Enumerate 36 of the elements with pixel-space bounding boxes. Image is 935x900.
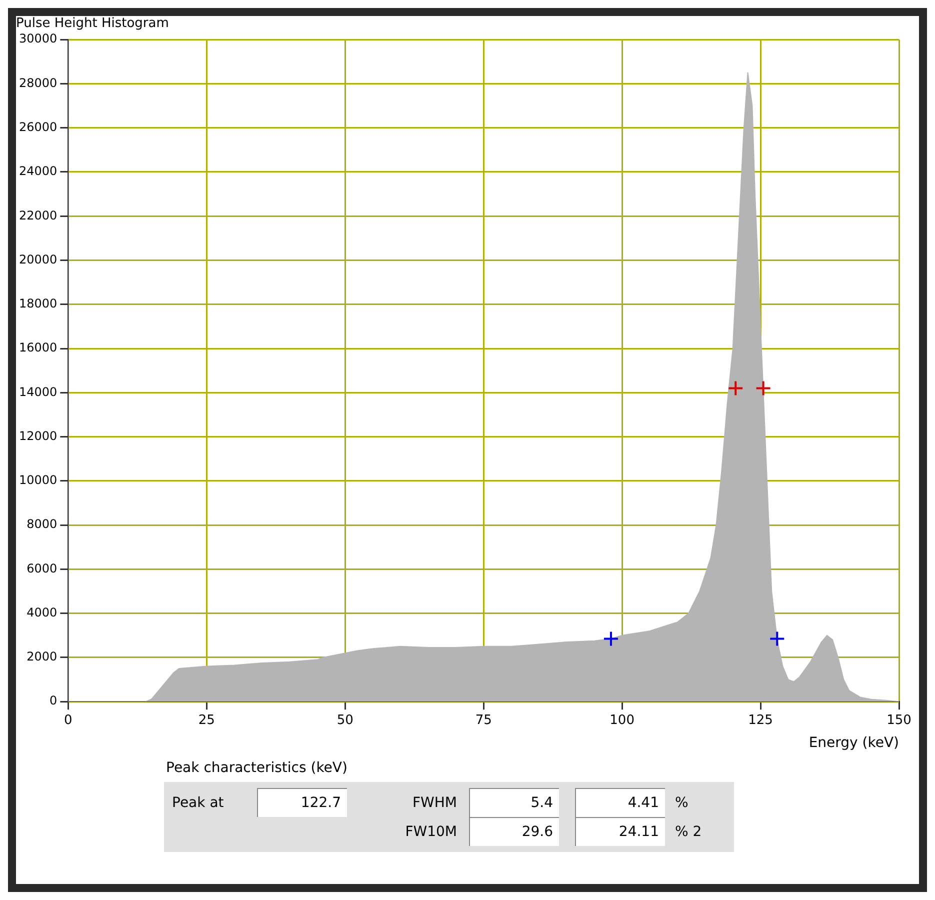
y-tick-label: 22000	[18, 208, 58, 222]
y-tick-label: 12000	[18, 428, 58, 443]
x-tick-label: 75	[475, 712, 492, 728]
y-tick-label: 30000	[18, 32, 58, 46]
x-tick-label: 25	[198, 712, 215, 728]
x-tick-label: 0	[64, 712, 72, 728]
y-tick-label: 6000	[26, 561, 58, 576]
chart-title: Pulse Height Histogram	[16, 16, 169, 32]
x-tick-label: 100	[610, 712, 634, 728]
y-tick-label: 24000	[18, 164, 58, 178]
y-tick-label: 26000	[18, 120, 58, 134]
x-axis-title: Energy (keV)	[808, 735, 899, 752]
text-field: 24.11	[575, 817, 665, 846]
text: Peak characteristics (keV)	[166, 760, 348, 776]
y-tick-label: 8000	[26, 517, 58, 532]
y-tick-label: 4000	[26, 605, 58, 620]
y-tick-label: 28000	[18, 76, 58, 90]
y-tick-label: 14000	[18, 384, 58, 399]
text-field: 29.6	[469, 817, 559, 846]
y-tick-label: 16000	[18, 340, 58, 355]
y-tick-label: 0	[50, 694, 58, 708]
text-field: 5.4	[469, 788, 559, 817]
text-field: 4.41	[575, 788, 665, 817]
text-field: 122.7	[257, 788, 347, 817]
y-tick-label: 20000	[18, 252, 58, 266]
x-tick-label: 50	[336, 712, 354, 728]
x-tick-label: 150	[886, 712, 912, 728]
y-tick-label: 2000	[26, 650, 58, 664]
y-tick-label: 10000	[18, 473, 58, 488]
text: Peak at	[172, 794, 225, 813]
text: % 2	[675, 823, 703, 842]
text: FWHM	[411, 794, 457, 813]
text: %	[675, 794, 690, 813]
y-tick-label: 18000	[18, 296, 58, 311]
x-tick-label: 125	[748, 712, 773, 728]
text: FW10M	[404, 823, 457, 842]
